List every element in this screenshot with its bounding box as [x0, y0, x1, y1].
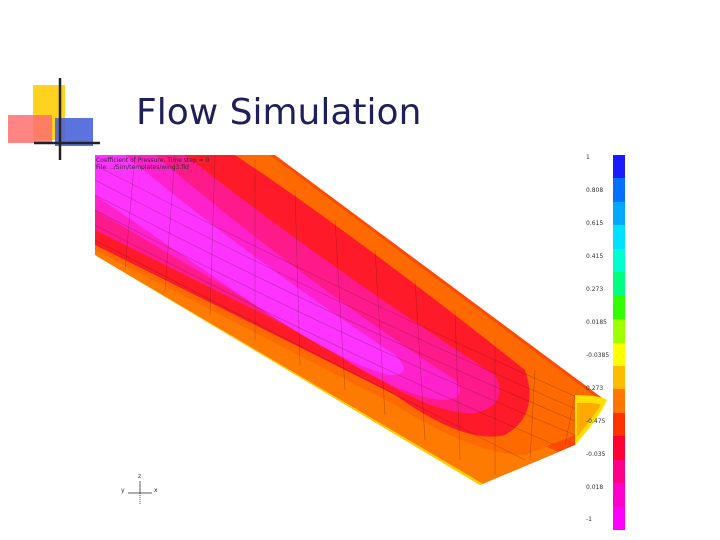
colorbar-label: -0.475	[586, 418, 606, 425]
colorbar-label: 0.0185	[586, 319, 607, 326]
colorbar-swatch	[613, 319, 625, 343]
pressure-contour-plot	[95, 155, 607, 485]
colorbar-label: 0.415	[586, 253, 604, 260]
colorbar-swatch	[613, 155, 625, 179]
colorbar-swatch	[613, 201, 625, 226]
colorbar-label: 0.808	[586, 187, 604, 194]
colorbar-label: 0.273	[586, 286, 604, 293]
colorbar-swatch	[613, 365, 625, 390]
colorbar-swatch	[613, 342, 625, 366]
colorbar-swatch	[613, 436, 625, 460]
colorbar-label: -0.0385	[586, 352, 610, 359]
plot-caption-line2: File: ../Sim/templates/wing3.fld	[96, 164, 189, 171]
colorbar-swatch	[613, 459, 625, 484]
plot-caption-line1: Coefficient of Pressure, Time step = 0	[96, 157, 210, 164]
axes-triad: z y x	[115, 473, 165, 515]
slide-title: Flow Simulation	[136, 92, 422, 133]
colorbar-swatch	[613, 389, 625, 413]
colorbar-labels: 1 0.808 0.615 0.415 0.273 0.0185 -0.0385…	[576, 154, 612, 530]
colorbar-swatch	[613, 506, 625, 530]
axis-label-y: y	[121, 487, 125, 494]
plot-caption: Coefficient of Pressure, Time step = 0 F…	[96, 157, 209, 171]
colorbar-swatch	[613, 412, 625, 437]
colorbar	[613, 155, 625, 530]
colorbar-swatch	[613, 272, 625, 296]
colorbar-swatch	[613, 248, 625, 273]
colorbar-label: -0.035	[586, 451, 606, 458]
colorbar-swatch	[613, 483, 625, 507]
axis-label-x: x	[154, 487, 158, 494]
colorbar-swatch	[613, 225, 625, 249]
colorbar-label: 0.615	[586, 220, 604, 227]
colorbar-label: 0.018	[586, 484, 604, 491]
colorbar-swatch	[613, 295, 625, 320]
colorbar-swatch	[613, 178, 625, 202]
colorbar-label: 1	[586, 154, 590, 161]
colorbar-label: -1	[586, 516, 592, 523]
slide-corner-decoration	[8, 78, 100, 160]
axis-label-z: z	[138, 473, 142, 480]
colorbar-label: 0.273	[586, 385, 604, 392]
axes-triad-icon	[128, 481, 152, 505]
